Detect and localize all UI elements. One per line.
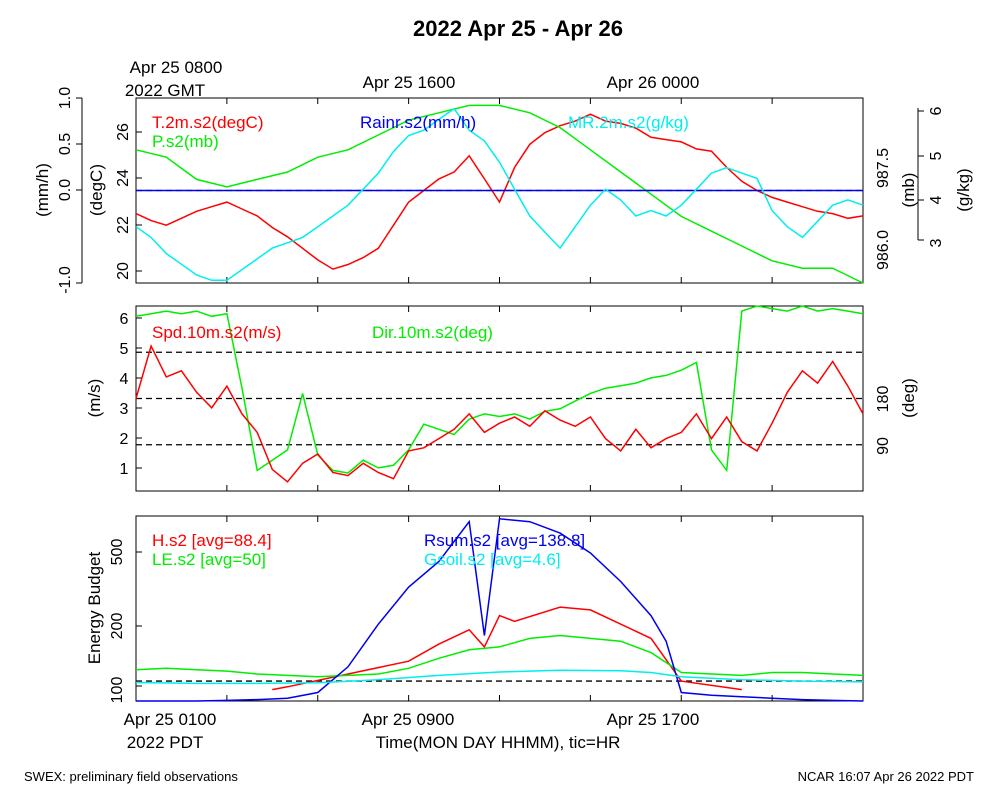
dir-axis-label: (deg) <box>899 378 918 418</box>
mr-tick-5: 5 <box>928 151 945 160</box>
mr-tick-6: 6 <box>928 106 945 115</box>
panel1-series-pressure-line <box>135 104 864 284</box>
legend-speed: Spd.10m.s2(m/s) <box>152 323 281 342</box>
pres-tick-986.0: 986.0 <box>875 230 892 270</box>
energy-axis-label: Energy Budget <box>85 551 104 664</box>
panel2-series-speed-line <box>135 344 864 483</box>
temp-axis-label: (degC) <box>87 164 106 216</box>
panel1-series-temp-line <box>135 113 864 270</box>
bottom-time-label-0100: Apr 25 0100 <box>124 710 217 729</box>
x-axis-label: Time(MON DAY HHMM), tic=HR <box>376 733 621 752</box>
temp-tick-20: 20 <box>115 262 132 280</box>
panel3-series-net-radiation-line <box>136 517 864 702</box>
rain-tick-0.0: 0.0 <box>57 179 74 201</box>
panel1-series-mixing-ratio-line <box>135 107 864 282</box>
panel3-series-sensible-heat-line <box>272 606 742 691</box>
rain-axis-label: (mm/h) <box>33 163 52 217</box>
energy-tick-200: 200 <box>109 613 126 640</box>
legend-pressure: P.s2(mb) <box>152 132 219 151</box>
series-layer <box>135 104 864 702</box>
bottom-time-label-0900: Apr 25 0900 <box>362 710 455 729</box>
rain-tick-neg1.0: -1.0 <box>57 266 74 294</box>
energy-tick-500: 500 <box>109 539 126 566</box>
mr-axis-label: (g/kg) <box>954 168 973 211</box>
legend-mixing-ratio: MR.2m.s2(g/kg) <box>568 113 689 132</box>
spd-tick-2: 2 <box>120 431 129 448</box>
spd-tick-3: 3 <box>120 401 129 418</box>
legend-le: LE.s2 [avg=50] <box>152 550 266 569</box>
top-time-label-0000: Apr 26 0000 <box>607 73 700 92</box>
spd-tick-5: 5 <box>120 341 129 358</box>
legend-rainrate: Rainr.s2(mm/h) <box>360 113 476 132</box>
mr-tick-3: 3 <box>928 238 945 247</box>
temp-tick-24: 24 <box>115 169 132 187</box>
legend-t2m: T.2m.s2(degC) <box>152 113 263 132</box>
pres-tick-987.5: 987.5 <box>875 148 892 188</box>
mr-axis-ticks <box>918 110 924 241</box>
spd-tick-4: 4 <box>120 371 129 388</box>
top-time-label-gmt-year: 2022 GMT <box>125 81 205 100</box>
temp-axis-ticks <box>136 131 142 272</box>
rain-axis-ticks <box>76 97 82 284</box>
energy-axis-ticks <box>136 551 142 687</box>
spd-tick-6: 6 <box>120 311 129 328</box>
top-time-label-1600: Apr 25 1600 <box>363 73 456 92</box>
panel3-series-latent-heat-line <box>135 634 864 678</box>
legend-direction: Dir.10m.s2(deg) <box>372 323 493 342</box>
dir-tick-180: 180 <box>875 386 892 413</box>
temp-tick-26: 26 <box>115 123 132 141</box>
panel3-series-soil-heat-line <box>135 669 864 685</box>
mr-tick-4: 4 <box>928 195 945 204</box>
footer-right: NCAR 16:07 Apr 26 2022 PDT <box>798 769 974 784</box>
legend-h: H.s2 [avg=88.4] <box>152 531 272 550</box>
top-time-label-0800: Apr 25 0800 <box>130 58 223 77</box>
panel2-series-direction-line <box>135 305 864 474</box>
legend-gsoil: Gsoil.s2 [avg=4.6] <box>424 550 561 569</box>
pres-axis-label: (mb) <box>899 173 918 208</box>
spd-axis-label: (m/s) <box>85 379 104 418</box>
footer-left: SWEX: preliminary field observations <box>24 769 238 784</box>
temp-tick-22: 22 <box>115 216 132 234</box>
bottom-time-label-1700: Apr 25 1700 <box>607 710 700 729</box>
spd-axis-ticks <box>136 317 142 469</box>
rain-tick-1.0: 1.0 <box>57 87 74 109</box>
spd-tick-1: 1 <box>120 461 129 478</box>
legend-rsum: Rsum.s2 [avg=138.8] <box>424 531 585 550</box>
dir-tick-90: 90 <box>875 437 892 455</box>
x-tick-marks <box>135 98 864 701</box>
rain-tick-0.5: 0.5 <box>57 133 74 155</box>
chart-title: 2022 Apr 25 - Apr 26 <box>413 16 623 41</box>
bottom-time-label-pdt-year: 2022 PDT <box>127 733 204 752</box>
energy-tick-100: 100 <box>109 677 126 704</box>
